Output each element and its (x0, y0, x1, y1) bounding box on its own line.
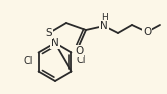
Text: N: N (100, 21, 108, 31)
Text: H: H (101, 14, 107, 22)
Text: O: O (143, 27, 151, 37)
Text: Cl: Cl (77, 55, 86, 66)
Text: N: N (51, 38, 59, 48)
Text: O: O (75, 46, 83, 56)
Text: Cl: Cl (24, 55, 33, 66)
Text: S: S (46, 28, 52, 38)
